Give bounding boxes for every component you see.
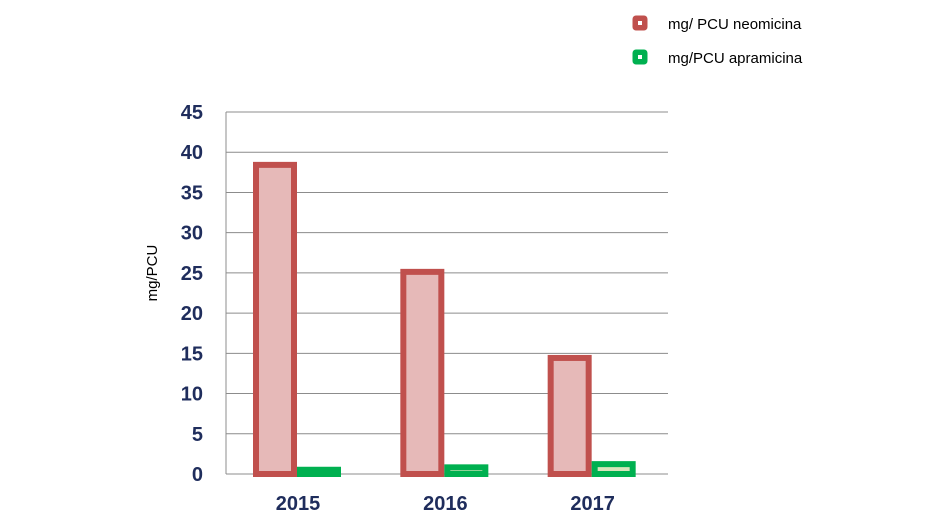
x-tick-label: 2017	[570, 493, 615, 515]
y-tick-label: 10	[181, 384, 203, 406]
y-tick-label: 45	[181, 102, 203, 124]
bar-apramicina-2015	[297, 466, 341, 478]
y-tick-label: 5	[192, 424, 203, 446]
y-tick-label: 40	[181, 142, 203, 164]
y-tick-label: 30	[181, 223, 203, 245]
legend-swatch-center	[638, 55, 642, 59]
x-tick-label: 2016	[423, 493, 468, 515]
legend: mg/ PCU neomicina mg/PCU apramicina	[632, 15, 803, 67]
y-tick-label: 25	[181, 263, 203, 285]
legend-label: mg/PCU apramicina	[668, 50, 803, 67]
bar-neomicina-2016	[400, 268, 445, 477]
bar-apramicina-2016	[444, 464, 489, 478]
y-axis-tick-labels: 0 5 10 15 20 25 30 35 40 45	[181, 102, 203, 486]
gridlines	[225, 111, 668, 475]
legend-label: mg/ PCU neomicina	[668, 16, 802, 33]
y-tick-label: 0	[192, 464, 203, 486]
legend-swatch-center	[638, 21, 642, 25]
bar-neomicina-2017	[547, 354, 592, 478]
y-axis-label: mg/PCU	[144, 245, 161, 302]
bar-neomicina-2015	[253, 161, 297, 477]
x-tick-label: 2015	[276, 493, 321, 515]
y-tick-label: 35	[181, 182, 203, 204]
bar-apramicina-2017	[591, 461, 636, 477]
x-axis-tick-labels: 2015 2016 2017	[276, 493, 615, 515]
y-tick-label: 20	[181, 303, 203, 325]
bars	[253, 161, 636, 478]
y-tick-label: 15	[181, 343, 203, 365]
